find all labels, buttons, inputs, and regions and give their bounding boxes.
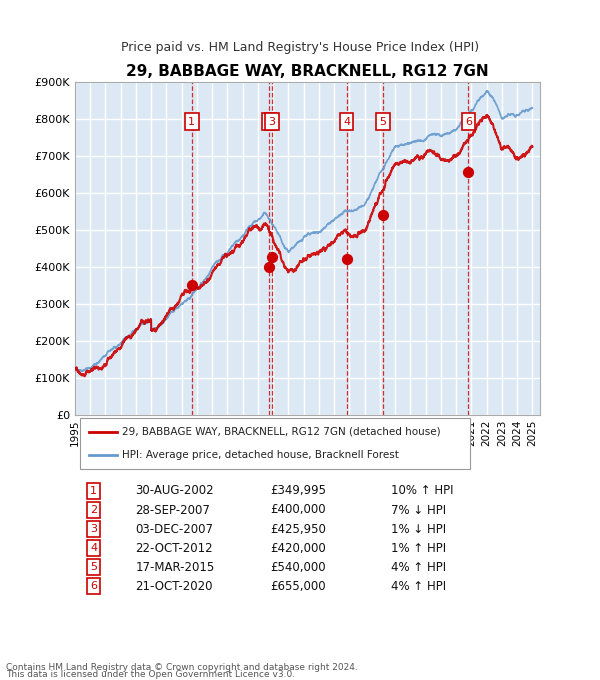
Text: 4: 4 [343,116,350,126]
Text: 28-SEP-2007: 28-SEP-2007 [136,503,211,517]
Text: 5: 5 [90,562,97,572]
Text: £540,000: £540,000 [270,560,326,574]
Text: 17-MAR-2015: 17-MAR-2015 [136,560,215,574]
Text: 1: 1 [90,486,97,496]
Text: 3: 3 [90,524,97,534]
Text: Price paid vs. HM Land Registry's House Price Index (HPI): Price paid vs. HM Land Registry's House … [121,41,479,54]
Text: 1% ↑ HPI: 1% ↑ HPI [391,541,446,555]
Text: 21-OCT-2020: 21-OCT-2020 [136,579,213,593]
Text: 22-OCT-2012: 22-OCT-2012 [136,541,213,555]
Text: This data is licensed under the Open Government Licence v3.0.: This data is licensed under the Open Gov… [6,670,295,679]
Point [379,209,388,220]
Text: 6: 6 [465,116,472,126]
Text: 7% ↓ HPI: 7% ↓ HPI [391,503,446,517]
Text: 4% ↑ HPI: 4% ↑ HPI [391,560,446,574]
Text: 30-AUG-2002: 30-AUG-2002 [136,484,214,498]
Point [265,261,274,272]
Text: 1% ↓ HPI: 1% ↓ HPI [391,522,446,536]
Text: 03-DEC-2007: 03-DEC-2007 [136,522,214,536]
Text: £425,950: £425,950 [270,522,326,536]
FancyBboxPatch shape [80,418,470,469]
Text: 2: 2 [266,116,273,126]
Text: 29, BABBAGE WAY, BRACKNELL, RG12 7GN (detached house): 29, BABBAGE WAY, BRACKNELL, RG12 7GN (de… [121,427,440,437]
Point [464,167,473,177]
Text: 4% ↑ HPI: 4% ↑ HPI [391,579,446,593]
Text: 10% ↑ HPI: 10% ↑ HPI [391,484,454,498]
Text: £400,000: £400,000 [270,503,326,517]
Text: £655,000: £655,000 [270,579,326,593]
Point [187,279,197,290]
Text: 4: 4 [90,543,97,553]
Text: 1: 1 [188,116,195,126]
Text: £349,995: £349,995 [270,484,326,498]
Text: 3: 3 [268,116,275,126]
Text: 6: 6 [90,581,97,591]
Title: 29, BABBAGE WAY, BRACKNELL, RG12 7GN: 29, BABBAGE WAY, BRACKNELL, RG12 7GN [126,64,489,79]
Text: HPI: Average price, detached house, Bracknell Forest: HPI: Average price, detached house, Brac… [121,449,398,460]
Text: Contains HM Land Registry data © Crown copyright and database right 2024.: Contains HM Land Registry data © Crown c… [6,663,358,672]
Text: £420,000: £420,000 [270,541,326,555]
Text: 5: 5 [380,116,386,126]
Point [342,254,352,265]
Text: 2: 2 [90,505,97,515]
Point [267,252,277,262]
